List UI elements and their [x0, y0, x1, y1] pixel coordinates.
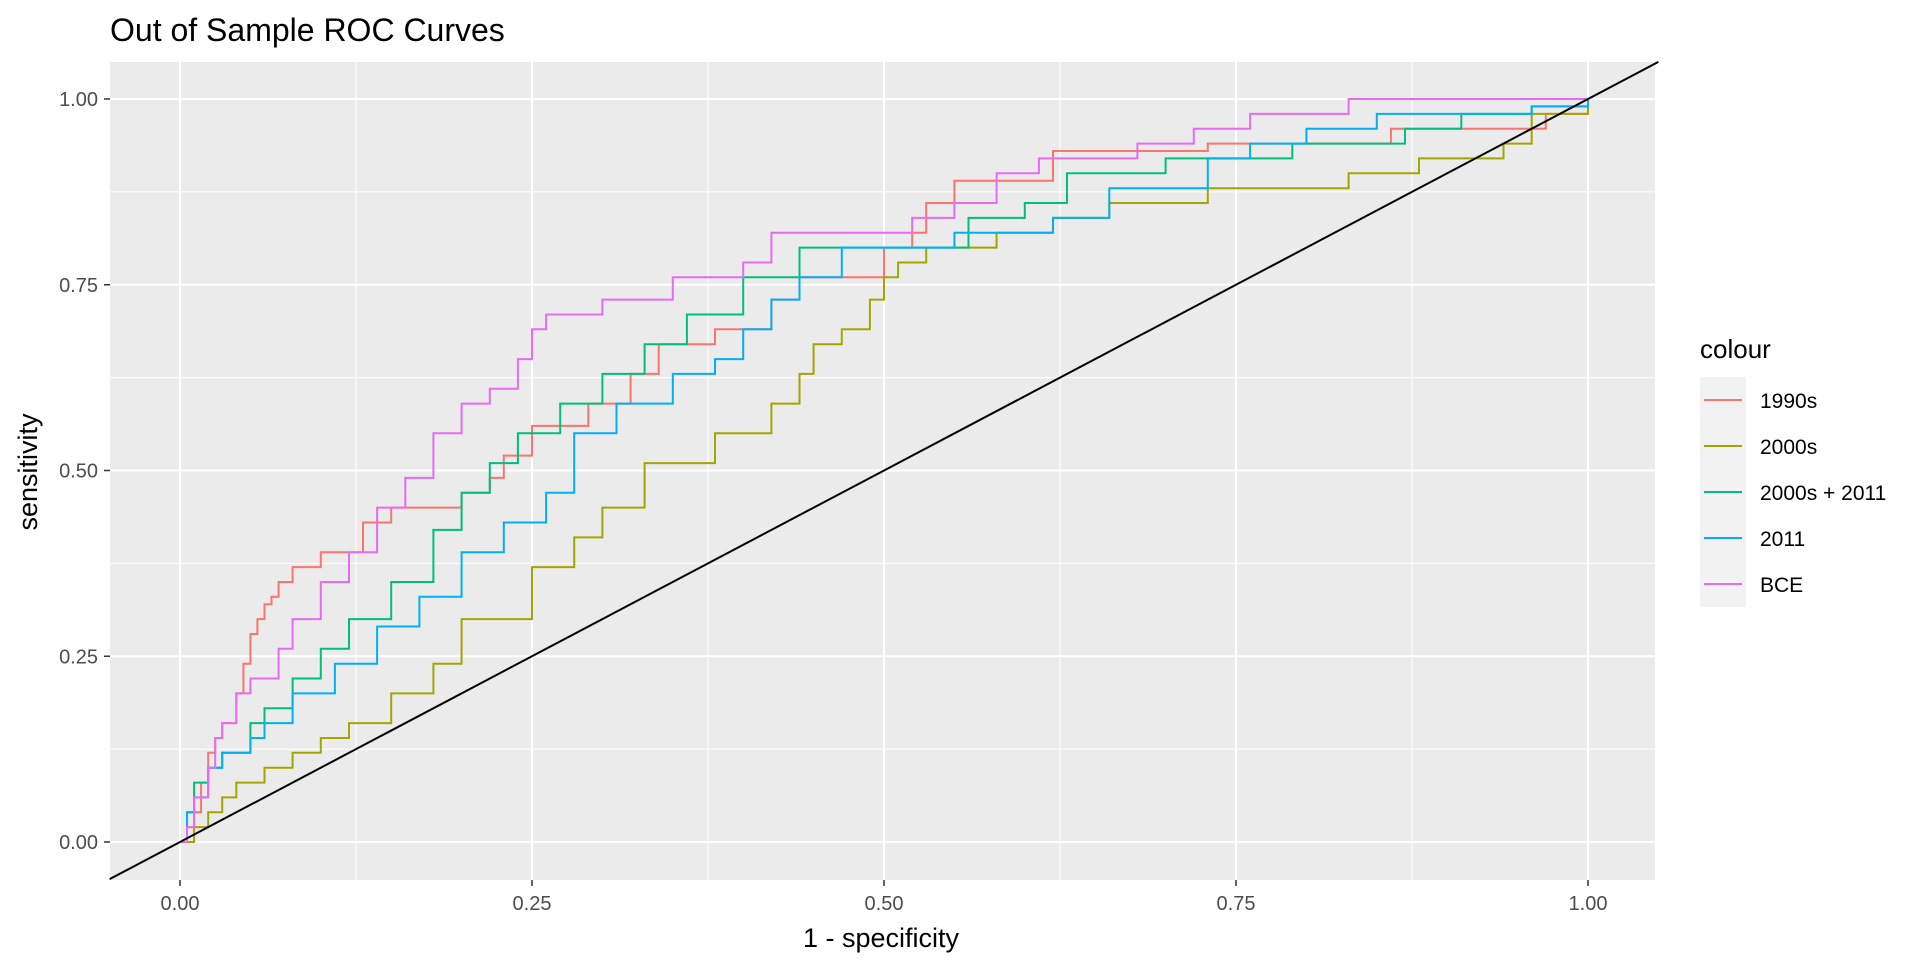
legend-label: 1990s	[1760, 390, 1817, 413]
roc-line-2000s	[180, 99, 1589, 843]
reference-diagonal-line	[109, 60, 1659, 881]
chart-title: Out of Sample ROC Curves	[110, 12, 505, 48]
y-axis-label: sensitivity	[13, 413, 43, 531]
roc-lines	[109, 60, 1659, 881]
x-tick-label: 1.00	[1569, 893, 1608, 915]
legend-label: 2000s	[1760, 436, 1817, 459]
legend-label: 2000s + 2011	[1760, 482, 1886, 505]
roc-line-bce	[180, 98, 1588, 843]
y-tick-label: 0.25	[59, 646, 98, 668]
x-tick-label: 0.00	[161, 893, 200, 915]
legend: colour 1990s 2000s 2000s + 2011 2011 BCE	[1700, 334, 1886, 607]
roc-line-2011	[180, 99, 1589, 843]
x-tick-label: 0.50	[865, 893, 904, 915]
axis-ticks: 0.00 0.25 0.50 0.75 1.00 0.00 0.25 0.50 0.75 1.00	[59, 89, 1607, 915]
y-tick-label: 0.50	[59, 461, 98, 483]
x-tick-label: 0.75	[1217, 893, 1256, 915]
legend-label: 2011	[1760, 528, 1805, 551]
roc-line-2000s-2011	[180, 99, 1589, 843]
x-axis-label: 1 - specificity	[803, 923, 960, 953]
y-tick-label: 1.00	[59, 89, 98, 111]
legend-title: colour	[1700, 334, 1771, 364]
x-tick-label: 0.25	[513, 893, 552, 915]
y-tick-label: 0.75	[59, 275, 98, 297]
y-tick-label: 0.00	[59, 832, 98, 854]
legend-label: BCE	[1760, 574, 1803, 597]
